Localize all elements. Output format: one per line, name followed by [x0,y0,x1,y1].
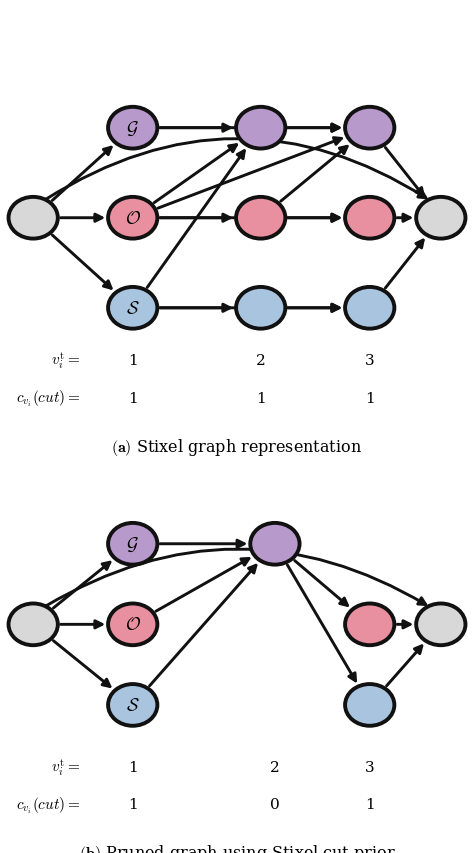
Text: 1: 1 [128,798,137,811]
Ellipse shape [236,107,285,149]
Ellipse shape [416,198,465,240]
Ellipse shape [108,198,157,240]
Ellipse shape [236,198,285,240]
Text: $\mathcal{G}$: $\mathcal{G}$ [127,535,139,554]
Text: $\mathbf{(a)}$ Stixel graph representation: $\mathbf{(a)}$ Stixel graph representati… [111,436,363,457]
Ellipse shape [108,287,157,329]
Text: 2: 2 [270,760,280,774]
Text: $\mathcal{G}$: $\mathcal{G}$ [127,119,139,137]
Ellipse shape [108,107,157,149]
Ellipse shape [250,523,300,565]
Text: $\mathcal{S}$: $\mathcal{S}$ [126,299,139,317]
Text: $c_{v_i}(cut) = $: $c_{v_i}(cut) = $ [16,794,81,815]
Text: 1: 1 [128,353,137,368]
Ellipse shape [345,287,394,329]
Text: $\mathcal{S}$: $\mathcal{S}$ [126,696,139,714]
Text: 1: 1 [128,760,137,774]
Text: $\mathcal{O}$: $\mathcal{O}$ [125,210,141,228]
Ellipse shape [9,198,58,240]
Text: 1: 1 [128,392,137,405]
Text: $\mathbf{(b)}$ Pruned graph using Stixel cut prior: $\mathbf{(b)}$ Pruned graph using Stixel… [79,843,395,853]
Text: 1: 1 [256,392,265,405]
Text: 1: 1 [365,392,374,405]
Ellipse shape [345,684,394,726]
Text: $v_i^\mathrm{t} = $: $v_i^\mathrm{t} = $ [51,350,81,371]
Text: $v_i^\mathrm{t} = $: $v_i^\mathrm{t} = $ [51,757,81,777]
Ellipse shape [108,684,157,726]
Text: $c_{v_i}(cut) = $: $c_{v_i}(cut) = $ [16,388,81,409]
Ellipse shape [9,604,58,646]
Text: 2: 2 [256,353,265,368]
Ellipse shape [345,198,394,240]
Text: 3: 3 [365,760,374,774]
Text: $\mathcal{O}$: $\mathcal{O}$ [125,616,141,634]
Ellipse shape [108,523,157,565]
Text: 0: 0 [270,798,280,811]
Ellipse shape [236,287,285,329]
Ellipse shape [416,604,465,646]
Text: 1: 1 [365,798,374,811]
Ellipse shape [345,107,394,149]
Ellipse shape [108,604,157,646]
Text: 3: 3 [365,353,374,368]
Ellipse shape [345,604,394,646]
